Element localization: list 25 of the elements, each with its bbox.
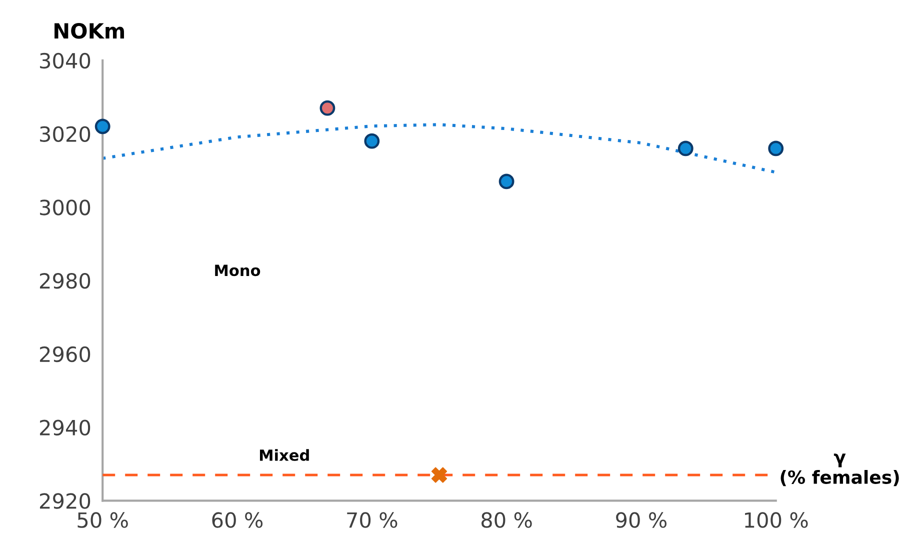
x-tick-label: 70 % (347, 512, 398, 528)
x-axis-title: γ (% females) (780, 454, 899, 486)
point (364, 133, 380, 149)
annotation: Mono (215, 264, 260, 276)
y-tick-label: 3000 (40, 200, 90, 216)
line-series (102, 123, 776, 174)
y-tick-label: 2920 (40, 493, 90, 509)
x-tick-label: 50 % (78, 512, 128, 528)
x-tick-label: 60 % (212, 512, 263, 528)
y-axis-title: NOKm (54, 22, 124, 39)
x-tick-label: 80 % (482, 512, 532, 528)
y-tick-label: 3040 (40, 52, 90, 69)
y-tick-label: 2960 (40, 346, 90, 362)
point (678, 140, 694, 156)
y-tick-label: 2940 (40, 420, 90, 436)
y-tick-label: 2980 (40, 272, 90, 289)
point (768, 140, 784, 156)
point (431, 467, 448, 483)
point (94, 118, 110, 134)
point (498, 174, 514, 190)
ref-line-label: Mixed (260, 449, 309, 461)
x-tick-label: 90 % (616, 512, 667, 528)
x-tick-label: 100 % (745, 512, 808, 528)
point (320, 100, 336, 116)
y-tick-label: 3020 (40, 126, 90, 142)
